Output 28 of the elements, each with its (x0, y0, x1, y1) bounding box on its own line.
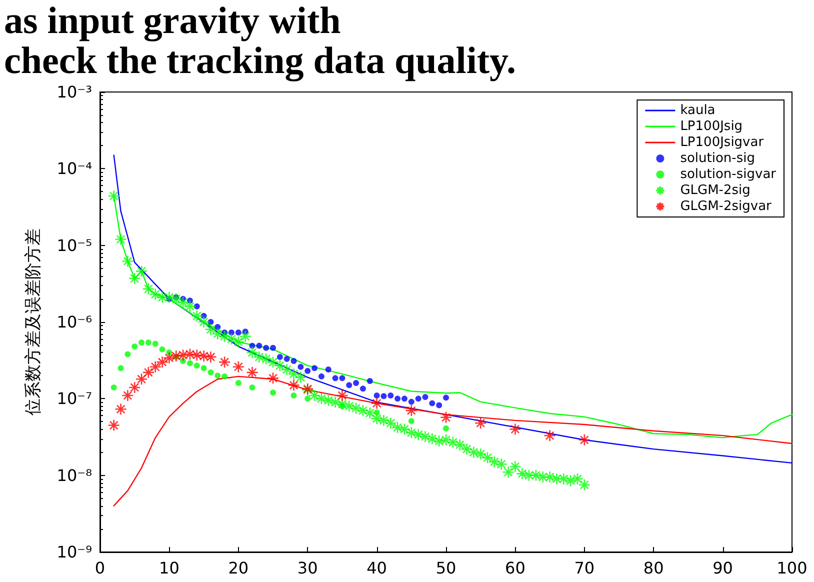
x-tick-label: 20 (228, 558, 249, 578)
legend-label: GLGM-2sig (680, 183, 750, 198)
x-tick-label: 10 (159, 558, 180, 578)
y-tick-label: 10⁻⁸ (56, 466, 92, 485)
text: as input gravity with (4, 0, 341, 42)
legend-label: LP100Jsig (680, 119, 743, 134)
x-tick-label: 90 (712, 558, 733, 578)
x-tick-label: 50 (436, 558, 456, 578)
y-tick-label: 10⁻³ (56, 82, 92, 102)
legend-label: solution-sigvar (680, 167, 777, 182)
legend-label: solution-sig (680, 151, 755, 166)
x-tick-label: 30 (297, 558, 318, 578)
y-tick-label: 10⁻⁴ (56, 159, 92, 178)
legend-label: LP100Jsigvar (680, 135, 764, 150)
y-tick-label: 10⁻⁹ (56, 542, 92, 562)
x-tick-label: 70 (574, 558, 595, 578)
y-tick-label: 10⁻⁷ (56, 389, 92, 408)
x-tick-label: 80 (643, 558, 664, 578)
legend-label: GLGM-2sigvar (680, 199, 772, 214)
x-tick-label: 0 (94, 558, 106, 578)
text: check the tracking data quality. (4, 40, 516, 82)
x-tick-label: 40 (366, 558, 387, 578)
legend-label: kaula (680, 103, 716, 118)
y-tick-label: 10⁻⁵ (56, 236, 92, 255)
y-tick-label: 10⁻⁶ (56, 312, 92, 332)
x-tick-label: 60 (505, 558, 526, 578)
x-tick-label: 100 (776, 558, 808, 578)
y-axis-title: 位系数方差及误差阶方差 (24, 228, 44, 416)
